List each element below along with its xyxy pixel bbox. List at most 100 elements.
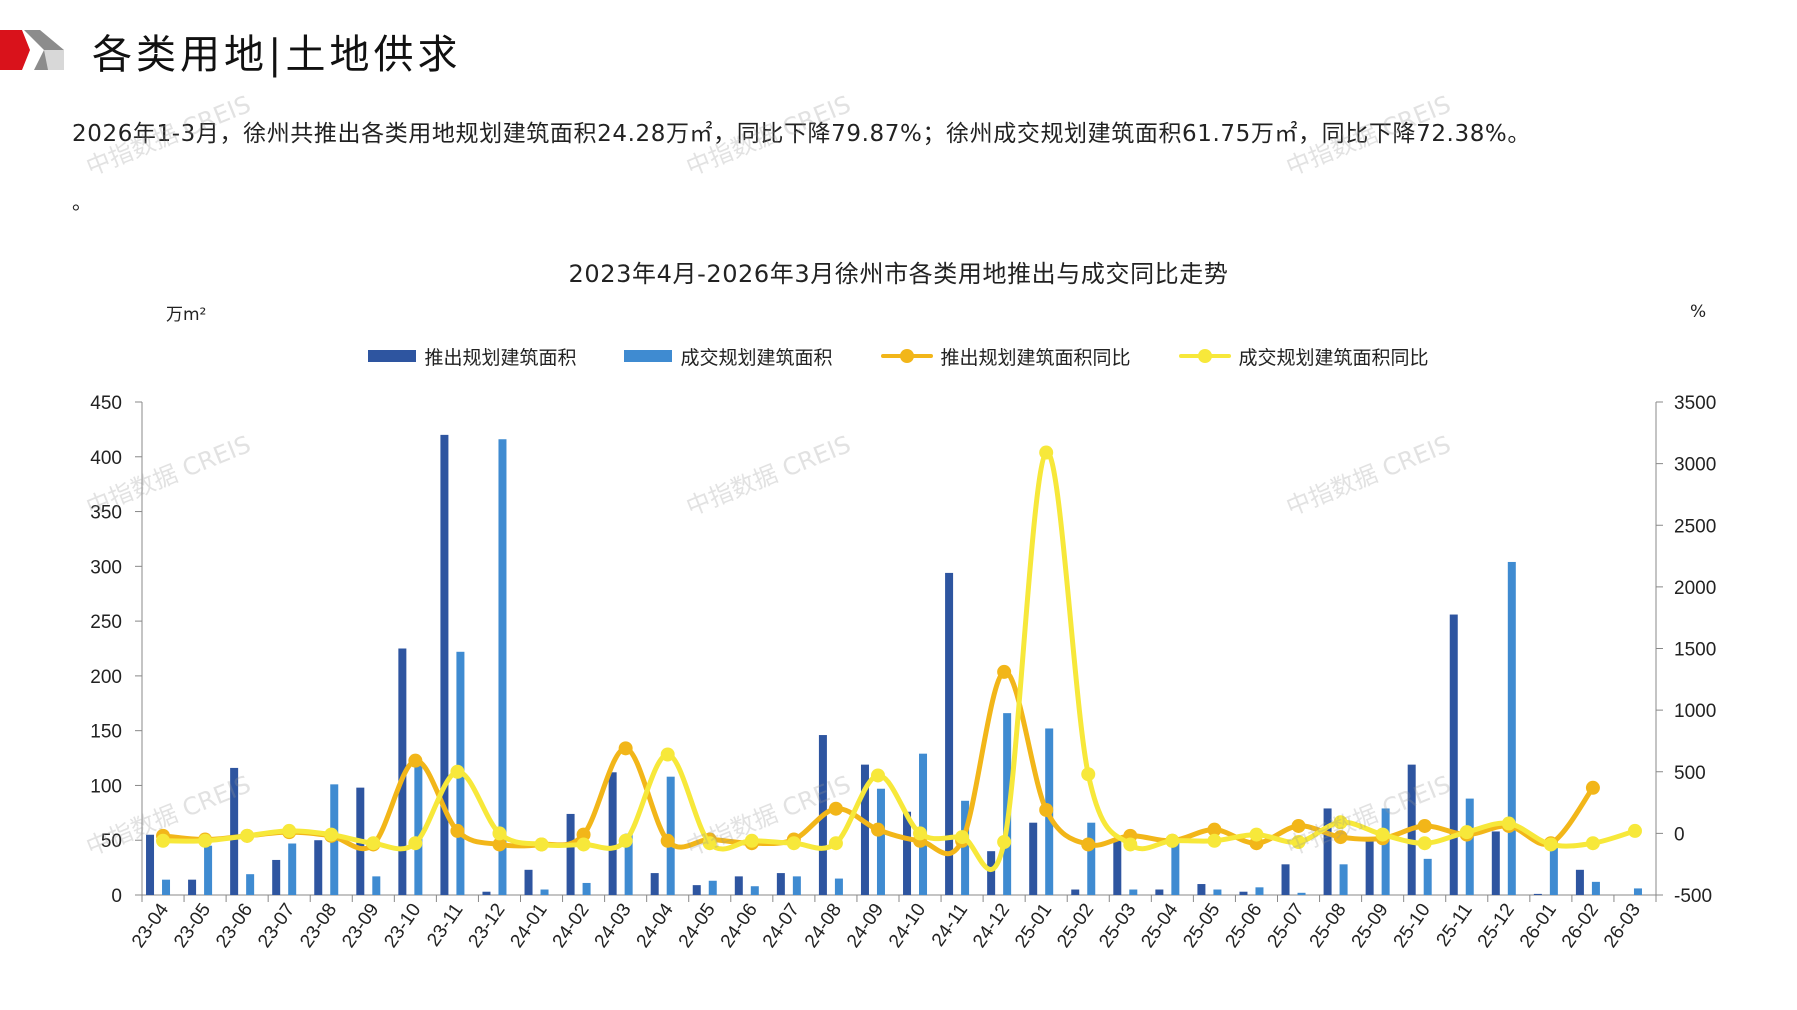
point-supply-yoy <box>660 833 675 848</box>
summary-extra: 。 <box>72 190 92 214</box>
bar-deal-area <box>540 889 549 895</box>
point-deal-yoy <box>1375 827 1390 842</box>
point-deal-yoy <box>1081 767 1096 782</box>
bar-supply-area <box>566 813 575 895</box>
brand-logo-icon <box>0 30 64 70</box>
left-axis-tick-label: 50 <box>101 831 122 852</box>
right-axis-tick-label: 1000 <box>1674 701 1716 722</box>
x-axis-tick-label: 25-10 <box>1390 900 1435 952</box>
point-deal-yoy <box>366 836 381 851</box>
bar-supply-area <box>1575 869 1584 895</box>
bar-supply-area <box>692 885 701 895</box>
point-deal-yoy <box>786 836 801 851</box>
page-title: 各类用地|土地供求 <box>92 32 462 78</box>
x-axis-tick-label: 24-05 <box>675 900 720 952</box>
bar-deal-area <box>246 874 255 895</box>
left-axis-tick-label: 300 <box>90 557 122 578</box>
x-axis-tick-label: 23-08 <box>296 900 341 952</box>
bar-supply-area <box>608 772 617 895</box>
x-axis-tick-label: 25-05 <box>1179 900 1224 952</box>
legend-label-supply-yoy: 推出规划建筑面积同比 <box>940 346 1131 369</box>
legend-swatch-deal-yoy <box>1178 349 1231 363</box>
point-deal-yoy <box>1459 825 1474 840</box>
bar-supply-area <box>146 834 155 895</box>
point-deal-yoy <box>576 837 591 852</box>
bar-deal-area <box>1213 889 1222 895</box>
x-axis-tick-label: 25-12 <box>1474 900 1519 952</box>
point-supply-yoy <box>1417 818 1432 833</box>
legend-item-deal-yoy: 成交规划建筑面积同比 <box>1178 343 1429 370</box>
left-axis-tick-label: 0 <box>111 886 122 907</box>
bar-deal-area <box>498 439 507 895</box>
bar-supply-area <box>1449 614 1458 895</box>
x-axis-tick-label: 26-02 <box>1558 900 1603 952</box>
bar-deal-area <box>1171 841 1180 895</box>
legend-swatch-supply-yoy <box>880 349 933 363</box>
bar-deal-area <box>876 788 885 895</box>
x-axis-tick-label: 23-06 <box>212 900 257 952</box>
point-deal-yoy <box>702 836 717 851</box>
x-axis-tick-label: 24-07 <box>759 900 804 952</box>
bar-supply-area <box>1113 840 1122 895</box>
point-deal-yoy <box>492 826 507 841</box>
bar-deal-area <box>414 763 423 895</box>
bar-deal-area <box>1507 561 1516 895</box>
bar-supply-area <box>776 873 785 895</box>
point-supply-yoy <box>450 823 465 838</box>
left-axis-tick-label: 200 <box>90 667 122 688</box>
legend-swatch-supply-area <box>368 350 417 362</box>
bar-deal-area <box>961 800 970 895</box>
right-axis-tick-label: 2500 <box>1674 516 1716 537</box>
point-deal-yoy <box>450 764 465 779</box>
point-supply-yoy <box>408 753 423 768</box>
bar-deal-area <box>1633 888 1642 895</box>
bar-supply-area <box>1365 836 1374 895</box>
point-supply-yoy <box>828 801 843 816</box>
point-deal-yoy <box>618 833 633 848</box>
point-deal-yoy <box>156 833 171 848</box>
point-deal-yoy <box>1333 815 1348 830</box>
legend-item-supply-area: 推出规划建筑面积 <box>368 343 576 370</box>
point-deal-yoy <box>1417 836 1432 851</box>
bar-deal-area <box>1465 798 1474 895</box>
point-deal-yoy <box>660 747 675 762</box>
summary-text: 2026年1-3月，徐州共推出各类用地规划建筑面积24.28万㎡，同比下降79.… <box>72 121 1531 147</box>
x-axis-tick-label: 24-11 <box>928 900 972 951</box>
legend-label-supply-area: 推出规划建筑面积 <box>424 346 577 369</box>
left-axis-tick-label: 450 <box>90 393 122 414</box>
point-deal-yoy <box>1165 833 1180 848</box>
right-axis-tick-label: -500 <box>1674 886 1712 907</box>
bar-supply-area <box>398 648 407 895</box>
x-axis-tick-label: 23-11 <box>423 900 467 951</box>
x-axis-tick-label: 26-03 <box>1600 900 1645 952</box>
legend-swatch-deal-area <box>624 350 673 362</box>
bar-deal-area <box>919 753 928 895</box>
bar-supply-area <box>987 851 996 895</box>
bar-supply-area <box>1533 893 1542 895</box>
bar-deal-area <box>1255 887 1264 895</box>
bar-deal-area <box>1129 889 1138 895</box>
left-axis-tick-label: 150 <box>90 722 122 743</box>
point-supply-yoy <box>1207 822 1222 837</box>
point-deal-yoy <box>1543 837 1558 852</box>
bar-deal-area <box>582 882 591 895</box>
point-deal-yoy <box>1039 445 1054 460</box>
point-deal-yoy <box>324 827 339 842</box>
chart-title: 2023年4月-2026年3月徐州市各类用地推出与成交同比走势 <box>568 260 1229 288</box>
x-axis-tick-label: 24-01 <box>507 900 552 952</box>
bar-supply-area <box>650 873 659 895</box>
x-axis-tick-label: 23-12 <box>464 900 509 952</box>
point-deal-yoy <box>1123 837 1138 852</box>
x-axis-tick-label: 25-08 <box>1306 900 1351 952</box>
point-deal-yoy <box>913 826 928 841</box>
left-axis-tick-label: 250 <box>90 612 122 633</box>
point-supply-yoy <box>576 827 591 842</box>
x-axis-tick-label: 24-03 <box>591 900 636 952</box>
point-supply-yoy <box>492 837 507 852</box>
bar-supply-area <box>1197 884 1206 895</box>
point-deal-yoy <box>1207 833 1222 848</box>
x-axis-tick-label: 23-10 <box>380 900 425 952</box>
bar-supply-area <box>524 869 533 895</box>
x-axis-tick-label: 25-07 <box>1264 900 1309 952</box>
point-deal-yoy <box>744 833 759 848</box>
